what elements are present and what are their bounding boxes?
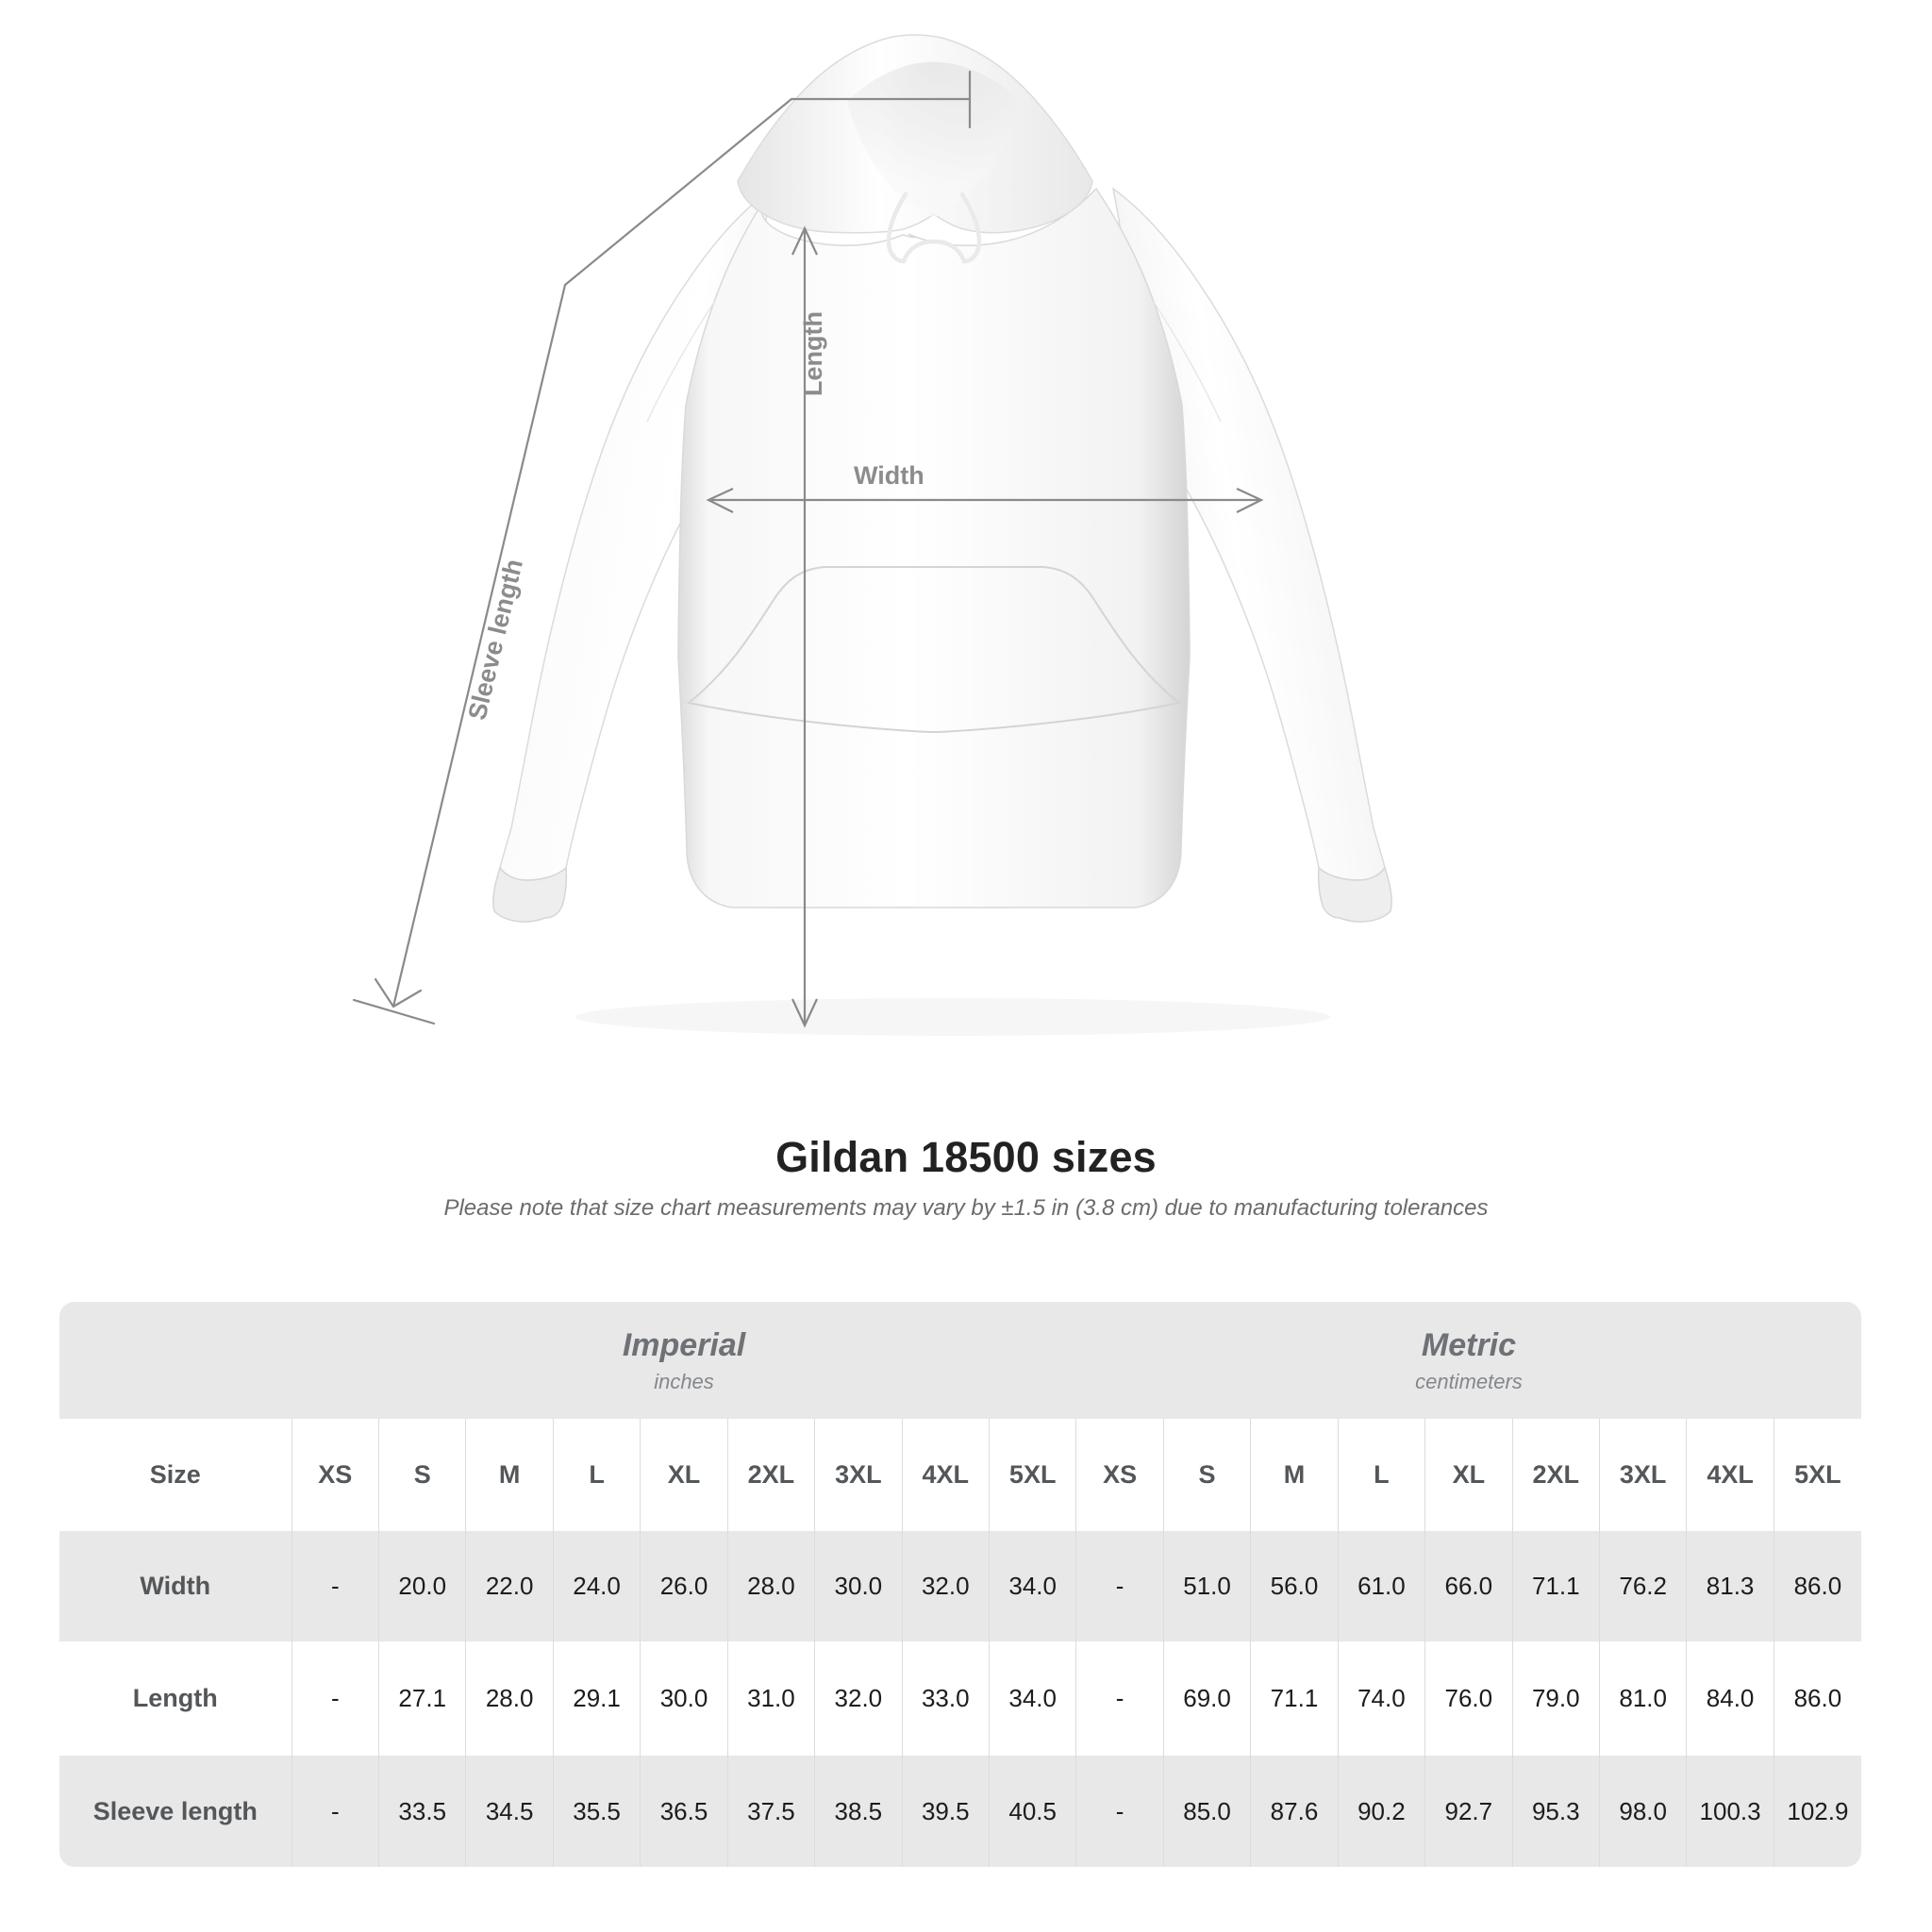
svg-text:Sleeve length: Sleeve length	[462, 557, 528, 723]
svg-text:Width: Width	[854, 461, 924, 490]
svg-text:Length: Length	[799, 311, 827, 396]
